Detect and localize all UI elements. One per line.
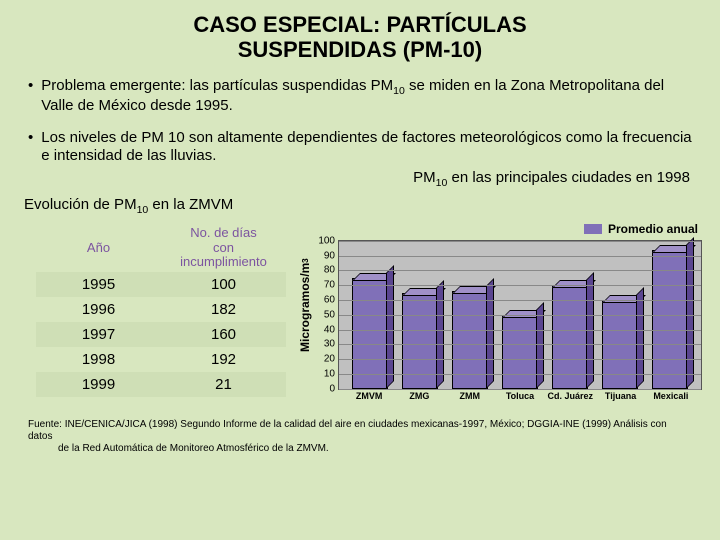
table-row: 199921 xyxy=(36,372,286,397)
legend-label: Promedio anual xyxy=(608,222,698,236)
cell-year: 1997 xyxy=(36,322,161,347)
cell-days: 100 xyxy=(161,272,286,297)
title-line-1: CASO ESPECIAL: PARTÍCULAS xyxy=(193,12,526,37)
ytick: 60 xyxy=(317,294,335,305)
ytick: 90 xyxy=(317,250,335,261)
xlabel: Tijuana xyxy=(595,392,645,401)
xlabel: ZMVM xyxy=(344,392,394,401)
cell-days: 182 xyxy=(161,297,286,322)
ytick: 30 xyxy=(317,339,335,350)
table-row: 1997160 xyxy=(36,322,286,347)
source-citation: Fuente: INE/CENICA/JICA (1998) Segundo I… xyxy=(0,401,720,455)
table-row: 1996182 xyxy=(36,297,286,322)
bullet-2: • Los niveles de PM 10 son altamente dep… xyxy=(0,117,720,167)
ytick: 20 xyxy=(317,354,335,365)
chart-plot-area: 0102030405060708090100 xyxy=(338,240,702,390)
evolution-table: Año No. de díasconincumplimiento 1995100… xyxy=(36,220,286,401)
legend-swatch xyxy=(584,224,602,234)
cell-days: 192 xyxy=(161,347,286,372)
ytick: 10 xyxy=(317,368,335,379)
cell-year: 1995 xyxy=(36,272,161,297)
xlabel: Cd. Juárez xyxy=(545,392,595,401)
ytick: 0 xyxy=(317,383,335,394)
xlabel: Mexicali xyxy=(646,392,696,401)
ytick: 40 xyxy=(317,324,335,335)
table-row: 1995100 xyxy=(36,272,286,297)
bullet-dot: • xyxy=(28,77,33,116)
ytick: 50 xyxy=(317,309,335,320)
bullet-2-text: Los niveles de PM 10 son altamente depen… xyxy=(41,129,692,165)
chart-xlabels: ZMVMZMGZMMTolucaCd. JuárezTijuanaMexical… xyxy=(338,392,702,401)
section-evolution-title: Evolución de PM10 en la ZMVM xyxy=(0,192,720,220)
source-line-1: Fuente: INE/CENICA/JICA (1998) Segundo I… xyxy=(28,419,667,442)
cell-days: 21 xyxy=(161,372,286,397)
content-row: Año No. de díasconincumplimiento 1995100… xyxy=(0,220,720,401)
ytick: 100 xyxy=(317,235,335,246)
source-line-2: de la Red Automática de Monitoreo Atmosf… xyxy=(28,443,692,455)
cell-days: 160 xyxy=(161,322,286,347)
chart-title: PM10 en las principales ciudades en 1998 xyxy=(0,167,720,192)
page-title: CASO ESPECIAL: PARTÍCULAS SUSPENDIDAS (P… xyxy=(0,0,720,71)
cell-year: 1998 xyxy=(36,347,161,372)
xlabel: ZMG xyxy=(394,392,444,401)
xlabel: ZMM xyxy=(445,392,495,401)
cell-year: 1999 xyxy=(36,372,161,397)
bullet-1: • Problema emergente: las partículas sus… xyxy=(0,71,720,118)
table-row: 1998192 xyxy=(36,347,286,372)
bar xyxy=(352,278,388,389)
chart-legend: Promedio anual xyxy=(314,220,710,240)
chart-ylabel: Microgramos/m3 xyxy=(296,220,314,390)
bar xyxy=(502,315,538,389)
xlabel: Toluca xyxy=(495,392,545,401)
bullet-1-text: Problema emergente: las partículas suspe… xyxy=(41,77,692,116)
col-year-header: Año xyxy=(36,224,161,272)
ytick: 70 xyxy=(317,280,335,291)
cell-year: 1996 xyxy=(36,297,161,322)
title-line-2: SUSPENDIDAS (PM-10) xyxy=(238,37,482,62)
bullet-dot: • xyxy=(28,129,33,165)
col-days-header: No. de díasconincumplimiento xyxy=(161,224,286,272)
pm10-chart: Microgramos/m3 Promedio anual 0102030405… xyxy=(286,220,710,401)
ytick: 80 xyxy=(317,265,335,276)
